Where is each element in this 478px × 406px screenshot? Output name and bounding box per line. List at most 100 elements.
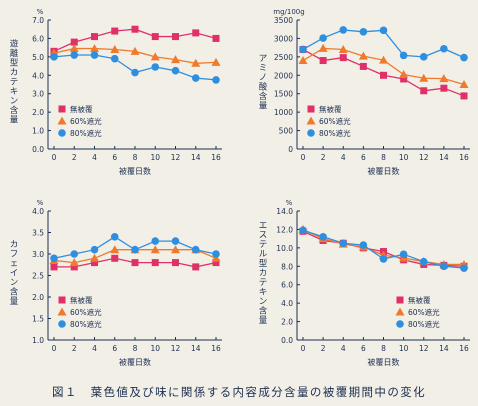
legend-marker xyxy=(58,129,66,137)
data-point xyxy=(110,245,120,254)
x-tick-label: 0 xyxy=(52,153,57,162)
data-point xyxy=(298,56,308,65)
data-point xyxy=(151,259,159,267)
data-point xyxy=(70,263,78,271)
data-point xyxy=(319,57,327,65)
data-point xyxy=(171,237,180,245)
x-tick-label: 12 xyxy=(419,344,429,353)
data-point xyxy=(420,87,428,95)
data-point xyxy=(440,84,448,92)
y-tick-label: 0.0 xyxy=(32,145,44,154)
data-point xyxy=(110,54,119,63)
x-tick-label: 6 xyxy=(361,153,366,162)
chart-panel-3: 1.0 1.5 2.0 2.5 3.0 3.5 4.0 0 2 4 6 8 10 12 14 16% 被覆日数 カ… xyxy=(10,199,222,367)
x-tick-label: 16 xyxy=(459,153,469,162)
data-point xyxy=(69,44,79,53)
chart-panel-4: 0.0 2.0 4.0 6.0 8.0 10.0 12.0 14.0 0 2 4 6 8 10 12 14 16… xyxy=(259,199,470,367)
data-point xyxy=(171,55,180,64)
legend-marker xyxy=(58,296,66,304)
x-tick-label: 14 xyxy=(191,344,201,353)
y-unit-label: % xyxy=(37,199,44,207)
data-point xyxy=(359,62,367,70)
data-point xyxy=(151,63,160,71)
data-point xyxy=(359,27,368,36)
y-tick-label: 14.0 xyxy=(276,207,293,216)
data-point xyxy=(359,241,368,249)
y-axis-title: 遊離型カテキン含量 xyxy=(10,39,19,126)
x-tick-label: 2 xyxy=(72,153,77,162)
y-unit-label: % xyxy=(37,8,44,16)
y-tick-label: 7.0 xyxy=(32,16,44,25)
data-point xyxy=(339,54,347,62)
x-tick-label: 0 xyxy=(52,344,57,353)
x-tick-label: 4 xyxy=(341,344,346,353)
data-point xyxy=(131,68,139,77)
data-point xyxy=(191,74,200,82)
chart-panel-2: 0 500 1000 1500 2000 2500 3000 3500 0 2 4 6 8 10 12 14 1… xyxy=(259,8,470,176)
data-point xyxy=(440,44,448,53)
x-axis-title: 被覆日数 xyxy=(119,166,151,176)
data-point xyxy=(171,245,180,254)
data-point xyxy=(459,80,469,88)
data-point xyxy=(70,250,79,258)
data-point xyxy=(50,263,58,271)
legend-marker xyxy=(57,307,67,316)
series-line-2 xyxy=(302,47,465,86)
y-tick-label: 2000 xyxy=(274,71,293,80)
x-tick-label: 12 xyxy=(419,153,429,162)
x-tick-label: 2 xyxy=(321,153,326,162)
y-tick-label: 1000 xyxy=(274,108,293,117)
x-tick-label: 14 xyxy=(439,153,449,162)
data-point xyxy=(111,27,119,35)
y-tick-label: 6.0 xyxy=(32,34,44,43)
data-point xyxy=(191,58,201,67)
legend-marker xyxy=(395,307,405,316)
data-point xyxy=(172,33,179,41)
data-point xyxy=(90,51,99,59)
data-point xyxy=(171,66,180,75)
data-point xyxy=(70,51,79,59)
legend-label: 無被覆 xyxy=(70,295,93,305)
data-point xyxy=(299,226,307,235)
data-point xyxy=(69,258,79,267)
x-tick-label: 4 xyxy=(92,344,97,353)
data-point xyxy=(460,264,468,272)
x-tick-label: 16 xyxy=(211,153,221,162)
data-point xyxy=(50,53,58,61)
x-tick-label: 4 xyxy=(92,153,97,162)
legend-label: 60%遮光 xyxy=(319,116,351,126)
x-axis-title: 被覆日数 xyxy=(119,357,151,367)
data-point xyxy=(460,92,468,100)
data-point xyxy=(211,57,221,66)
data-point xyxy=(439,74,449,83)
data-point xyxy=(380,71,387,79)
y-axis-title: エステル型カテキン含量 xyxy=(259,221,268,326)
y-tick-label: 1.0 xyxy=(32,127,44,136)
legend-marker xyxy=(307,129,315,137)
y-tick-label: 2.0 xyxy=(32,293,44,302)
x-tick-label: 10 xyxy=(150,153,160,162)
data-point xyxy=(111,254,119,262)
y-tick-label: 6.0 xyxy=(281,281,293,290)
x-tick-label: 14 xyxy=(439,344,449,353)
data-point xyxy=(150,52,160,61)
data-point xyxy=(110,44,120,53)
legend: 無被覆 60%遮光 80%遮光 xyxy=(306,104,351,138)
y-tick-label: 4.0 xyxy=(32,207,44,216)
y-tick-label: 2.0 xyxy=(32,108,44,117)
data-point xyxy=(399,70,409,79)
x-tick-label: 16 xyxy=(459,344,469,353)
x-tick-label: 12 xyxy=(171,344,181,353)
data-point xyxy=(419,257,428,266)
y-tick-label: 3500 xyxy=(274,16,293,25)
legend-label: 無被覆 xyxy=(319,104,342,114)
data-point xyxy=(212,34,220,42)
x-tick-label: 8 xyxy=(381,344,386,353)
y-tick-label: 3.5 xyxy=(32,229,44,238)
data-point xyxy=(70,38,78,46)
x-tick-label: 6 xyxy=(112,153,117,162)
legend-label: 80%遮光 xyxy=(70,128,102,138)
y-tick-label: 3000 xyxy=(274,34,293,43)
